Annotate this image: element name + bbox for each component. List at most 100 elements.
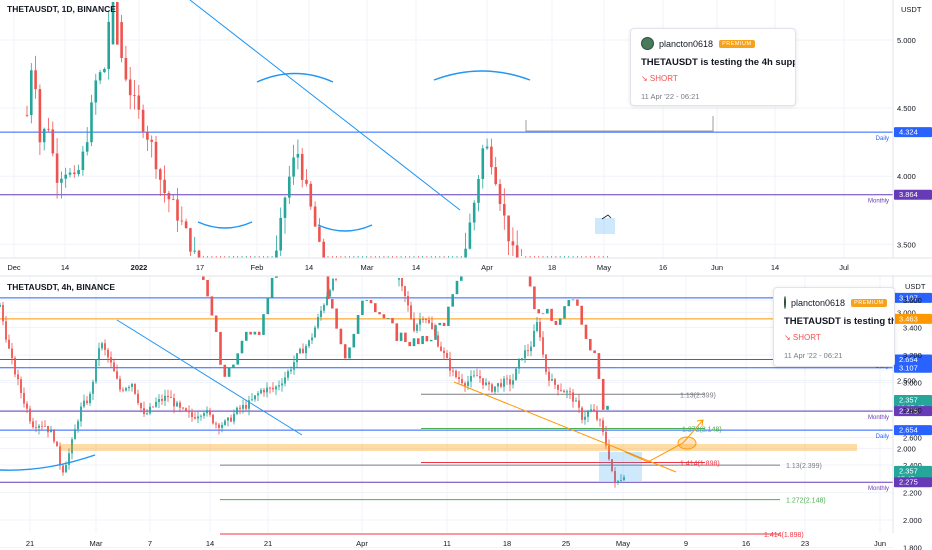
idea-title[interactable]: THETAUSDT is testing the 4h support: [641, 57, 796, 68]
candle-body: [64, 174, 67, 179]
candle-body: [154, 141, 158, 170]
candle-body: [539, 322, 541, 338]
x-tick-label: Mar: [361, 263, 374, 272]
candle-body: [317, 317, 319, 328]
author-name[interactable]: plancton0618: [791, 297, 846, 308]
price-tag-value: 2.357: [899, 466, 918, 475]
highlight-box: [595, 218, 615, 234]
level-label: Daily: [876, 136, 889, 142]
candle-body: [253, 331, 257, 335]
candle-body: [546, 308, 549, 314]
candle-body: [221, 424, 223, 428]
candle-body: [245, 404, 247, 409]
candle-body: [232, 364, 235, 368]
candle-body: [455, 280, 459, 295]
candle-body: [83, 400, 85, 407]
x-tick-label: May: [616, 539, 630, 548]
h4-candles: [0, 278, 625, 488]
idea-timestamp: 11 Apr '22 - 06:21: [641, 92, 700, 101]
candle-body: [32, 421, 34, 428]
candle-body: [576, 299, 579, 306]
x-tick-label: Dec: [7, 263, 21, 272]
candle-body: [447, 306, 450, 327]
candle-body: [98, 72, 102, 81]
trendline: [189, 0, 461, 211]
candle-body: [443, 350, 445, 354]
idea-card-daily[interactable]: plancton0618 PREMIUM THETAUSDT is testin…: [630, 28, 796, 106]
price-tag-value: 2.275: [899, 478, 918, 487]
idea-direction: ↘ SHORT: [641, 74, 678, 83]
candle-body: [163, 179, 166, 193]
h4-chart-title: THETAUSDT, 4h, BINANCE: [7, 282, 115, 292]
daily-axis-unit: USDT: [901, 5, 922, 14]
candle-body: [305, 179, 308, 184]
candle-body: [249, 331, 252, 335]
candle-body: [266, 387, 268, 393]
candle-body: [494, 386, 496, 392]
candle-body: [542, 337, 544, 355]
price-tag-value: 3.864: [899, 190, 918, 199]
candle-body: [240, 340, 244, 354]
candle-body: [141, 109, 145, 133]
daily-chart-title: THETAUSDT, 1D, BINANCE: [7, 4, 116, 14]
candle-body: [149, 406, 151, 414]
x-tick-label: 11: [443, 539, 451, 548]
candle-body: [442, 322, 446, 327]
candle-body: [233, 413, 235, 422]
candle-body: [408, 342, 411, 347]
candle-body: [290, 369, 292, 372]
y-tick-label: 4.500: [897, 104, 916, 113]
candle-body: [488, 382, 490, 385]
candle-body: [473, 375, 475, 377]
price-tag-value: 2.654: [899, 355, 918, 364]
candle-body: [482, 378, 484, 385]
candle-body: [611, 459, 613, 472]
candle-body: [150, 139, 153, 142]
daily-annotations: 1.13(2.399) 1.272(2.148) 1.414(1.898) Daily…: [189, 0, 889, 467]
idea-card-h4[interactable]: plancton0618 PREMIUM THETAUSDT is testin…: [773, 287, 895, 367]
idea-title[interactable]: THETAUSDT is testing the 4h: [784, 316, 894, 327]
x-tick-label: Jun: [711, 263, 723, 272]
candle-body: [571, 299, 575, 301]
candle-body: [417, 338, 420, 345]
candle-body: [50, 430, 52, 433]
candle-body: [296, 153, 300, 158]
candle-body: [25, 114, 29, 116]
candle-body: [120, 22, 123, 58]
candle-body: [219, 331, 222, 365]
candle-body: [404, 286, 406, 296]
price-tag: [894, 189, 932, 200]
candle-body: [413, 318, 415, 331]
support-arc: [317, 224, 373, 232]
candle-body: [266, 297, 270, 315]
candle-body: [481, 148, 485, 179]
x-tick-label: 18: [548, 263, 556, 272]
x-tick-label: Apr: [481, 263, 493, 272]
candle-body: [203, 413, 205, 416]
candle-body: [608, 445, 610, 460]
candle-body: [176, 199, 179, 221]
candle-body: [584, 324, 588, 339]
candle-body: [599, 419, 601, 421]
candle-body: [589, 338, 592, 351]
candle-body: [494, 167, 497, 185]
candle-body: [503, 378, 505, 387]
candle-body: [554, 320, 558, 325]
x-tick-label: 9: [684, 539, 688, 548]
x-tick-label: Mar: [90, 539, 103, 548]
panel-gap: [0, 258, 932, 276]
candle-body: [524, 350, 526, 359]
author-name[interactable]: plancton0618: [659, 38, 714, 49]
price-tag-value: 3.463: [899, 314, 918, 323]
fib-level-label: 1.414(1.898): [764, 532, 804, 539]
level-label: Monthly: [868, 199, 889, 205]
candle-body: [65, 464, 67, 473]
candle-body: [74, 429, 76, 440]
candle-body: [578, 400, 580, 408]
candle-body: [458, 377, 460, 380]
x-tick-label: 25: [562, 539, 570, 548]
candle-body: [71, 439, 73, 454]
candle-body: [422, 319, 424, 320]
